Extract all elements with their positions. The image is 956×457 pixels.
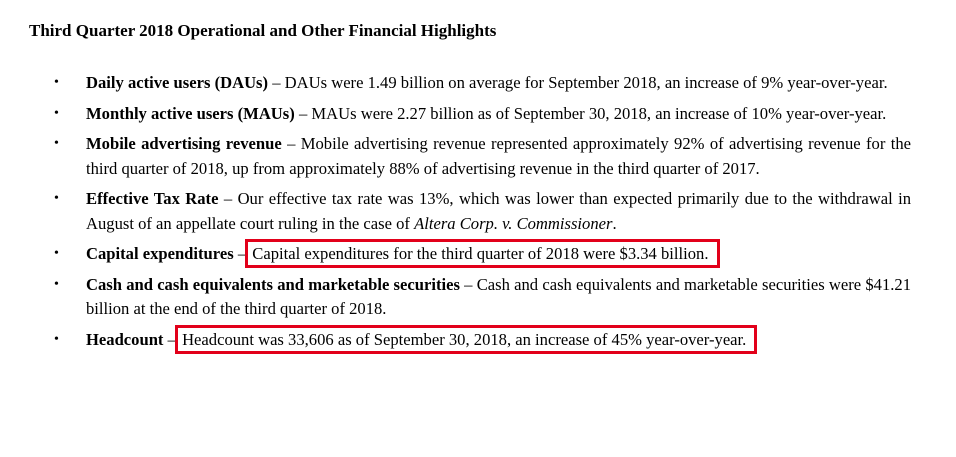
item-label: Monthly active users (MAUs): [86, 103, 295, 123]
item-label: Mobile advertising revenue: [86, 134, 282, 153]
list-item-daus: • Daily active users (DAUs) – DAUs were …: [0, 71, 911, 96]
item-text: Cash and cash equivalents and marketable…: [86, 274, 912, 319]
case-name: Altera Corp. v. Commissioner: [414, 213, 613, 233]
item-label: Capital expenditures: [86, 244, 234, 263]
highlights-list: • Daily active users (DAUs) – DAUs were …: [0, 71, 956, 354]
bullet: •: [54, 276, 59, 292]
item-label: Effective Tax Rate: [86, 189, 219, 208]
list-item-maus: • Monthly active users (MAUs) – MAUs wer…: [0, 102, 911, 127]
section-title: Third Quarter 2018 Operational and Other…: [29, 21, 497, 40]
list-item-capital-expenditures: • Capital expenditures – Capital expendi…: [0, 239, 911, 268]
list-item-cash-and-securities: • Cash and cash equivalents and marketab…: [0, 273, 911, 322]
item-label: Headcount: [86, 329, 164, 349]
list-item-mobile-ad-revenue: • Mobile advertising revenue – Mobile ad…: [0, 132, 911, 181]
bullet: •: [54, 331, 59, 347]
item-end: .: [612, 213, 617, 233]
item-text: Mobile advertising revenue represented a…: [86, 134, 911, 178]
dash: –: [464, 274, 473, 294]
list-item-effective-tax-rate: • Effective Tax Rate – Our effective tax…: [0, 187, 911, 236]
item-text: Our effective tax rate was 13%, which wa…: [86, 189, 911, 233]
dash: –: [298, 103, 308, 123]
bullet: •: [54, 75, 59, 90]
highlighted-text-headcount: Headcount was 33,606 as of September 30,…: [175, 324, 758, 354]
dash: –: [223, 189, 233, 208]
dash: –: [237, 244, 247, 263]
bullet: •: [54, 105, 59, 121]
highlighted-text-capex: Capital expenditures for the third quart…: [245, 239, 720, 268]
item-text: MAUs were 2.27 billion as of September 3…: [311, 103, 887, 123]
item-label: Cash and cash equivalents and marketable…: [86, 274, 460, 294]
dash: –: [272, 73, 281, 92]
bullet: •: [54, 246, 59, 261]
list-item-headcount: • Headcount – Headcount was 33,606 as of…: [0, 324, 911, 354]
item-label: Daily active users (DAUs): [86, 73, 269, 92]
dash: –: [167, 329, 176, 349]
dash: –: [287, 134, 296, 153]
item-text: DAUs were 1.49 billion on average for Se…: [284, 73, 888, 92]
bullet: •: [54, 136, 59, 151]
bullet: •: [54, 191, 59, 206]
